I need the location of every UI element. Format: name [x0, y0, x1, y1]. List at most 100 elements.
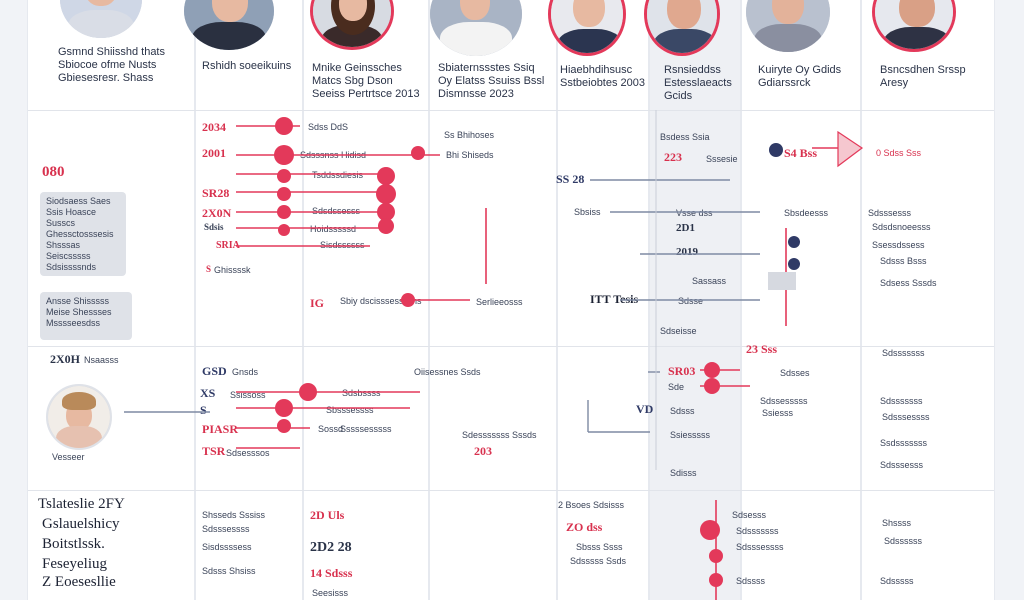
- s2-value-5: TSR: [202, 444, 226, 458]
- connector-lines-red: [236, 125, 848, 600]
- c7-value-1: S4 Bss: [784, 146, 818, 160]
- c3-label-2: Bhi Shiseds: [446, 150, 494, 160]
- b-c6-label-2: Sdsssssss: [736, 526, 779, 536]
- s2-c5-label-2: Sdsss: [670, 406, 695, 416]
- left-info-card-2: Ansse Shisssss Meise Shessses Msssseesds…: [40, 292, 132, 340]
- arrow-marker: [837, 130, 864, 168]
- s2-c8-label-2: Sdsssssss: [880, 396, 923, 406]
- c8-label-2: Sdsssesss: [868, 208, 912, 218]
- s1-value-7: S: [206, 264, 212, 274]
- s2-c5-value-2: VD: [636, 402, 654, 416]
- left-avatar: [46, 384, 112, 450]
- column-7: [742, 0, 860, 600]
- b-c4-label-3: Sdsssss Ssds: [570, 556, 627, 566]
- b-c4-label-1: 2 Bsoes Sdsisss: [558, 500, 625, 510]
- s2-value-3: S: [200, 403, 207, 417]
- c3-label-4: Serlieeosss: [476, 297, 523, 307]
- b-c2-label-4: Sdsss Shsiss: [202, 566, 256, 576]
- avatar-person-1: [60, 0, 142, 38]
- header-col-1: Gsmnd Shiisshd thats Sbiocoe ofme Nusts …: [58, 46, 165, 84]
- left-top-value: 080: [42, 164, 65, 180]
- c3-label-1: Ss Bhihoses: [444, 130, 495, 140]
- c5-label-2: Sssesie: [706, 154, 738, 164]
- s2-c5-label-1: Sde: [668, 382, 685, 392]
- connector-dots-navy: [769, 143, 800, 270]
- c7-label-1: Sbsdeesss: [784, 208, 829, 218]
- b-c4-label-2: Sbsss Ssss: [576, 542, 623, 552]
- column-2: [196, 0, 302, 600]
- b-c2-label-2: Sdsssessss: [202, 524, 250, 534]
- avatar-person-6: [644, 0, 720, 56]
- s2-label-5: Sdsesssos: [226, 448, 270, 458]
- s1-value-2: 2001: [202, 146, 226, 160]
- left-mid-value: 2X0H: [50, 352, 80, 366]
- b-c8-label-3: Sdsssss: [880, 576, 914, 586]
- b-c8-label-2: Sdssssss: [884, 536, 923, 546]
- divider-middle: [28, 346, 994, 347]
- s2-c3-label-1: Oiisessnes Ssds: [414, 367, 481, 377]
- header-col-3: Mnike Geinssches Matcs Sbg Dson Seeiss P…: [312, 62, 420, 100]
- c5-label-5: Sdsse: [678, 296, 704, 306]
- s2-c3-label-2: Sdsbssss: [342, 388, 381, 398]
- s2-value-4: PIASR: [202, 422, 239, 436]
- left-info-card-1: Siodsaess Saes Ssis Hoasce Susscs Ghessc…: [40, 192, 126, 276]
- c8-label-5: Sdsss Bsss: [880, 256, 927, 266]
- header-col-2: Rshidh soeeikuins: [202, 60, 292, 72]
- avatar-person-4: [430, 0, 522, 56]
- s2-c8-label-4: Ssdsssssss: [880, 438, 928, 448]
- b-c2-value-4: Seesisss: [312, 588, 349, 598]
- left-avatar-caption: Vesseer: [52, 452, 85, 462]
- s1-label-3: Tsddssdiesis: [312, 170, 364, 180]
- s1-label-7: Ghissssk: [214, 265, 251, 275]
- c8-label-4: Ssessdssess: [872, 240, 925, 250]
- c5-label-3: Vsse dss: [676, 208, 713, 218]
- left-bottom-line-4: Feseyeliug: [42, 556, 107, 572]
- avatar-person-3: [310, 0, 394, 50]
- header-col-6: Rsnsieddss Estesslaeacts Gcids: [664, 64, 732, 102]
- b-c2-value-1: 2D Uls: [310, 508, 345, 522]
- c5-value-3: 2019: [676, 246, 698, 258]
- avatar-person-8: [872, 0, 956, 52]
- s2-c7-label-1: Sdsses: [780, 368, 810, 378]
- s2-c5-label-4: Sdisss: [670, 468, 697, 478]
- c4-value-2: ITT Tesis: [590, 292, 639, 306]
- block-marker: [768, 272, 796, 290]
- s2-c7-label-2: Sdssesssss: [760, 396, 808, 406]
- s2-c3-label-3: Sssssesssss: [340, 424, 392, 434]
- b-c6-label-1: Sdsesss: [732, 510, 767, 520]
- b-c4-value-1: ZO dss: [566, 520, 603, 534]
- b-c2-value-2: 2D2 28: [310, 540, 352, 555]
- s2-c8-label-1: Sdsssssss: [882, 348, 925, 358]
- left-bottom-line-5: Z Eoesesllie: [42, 574, 116, 590]
- c5-label-6: Sdseisse: [660, 326, 697, 336]
- s2-label-1: Gnsds: [232, 367, 259, 377]
- c3-label-3: Sbiy dscisssess Bhs: [340, 296, 422, 306]
- avatar-person-2: [184, 0, 274, 50]
- s1-label-4: Sdsdssesss: [312, 206, 361, 216]
- s2-label-3: Sbsssessss: [326, 405, 374, 415]
- b-c2-label-1: Shsseds Sssiss: [202, 510, 266, 520]
- s1-value-3: SR28: [202, 186, 230, 200]
- column-8: [862, 0, 994, 600]
- s1-value-6: SRIA: [216, 240, 240, 251]
- c4-value-1: SS 28: [556, 172, 585, 186]
- divider-top: [28, 110, 994, 111]
- divider-bottom: [28, 490, 994, 491]
- connector-dots: [274, 117, 723, 587]
- s2-c8-label-5: Sdsssesss: [880, 460, 924, 470]
- b-c2-label-3: Sisdssssess: [202, 542, 252, 552]
- c8-label-1: 0 Sdss Sss: [876, 148, 922, 158]
- header-col-5: Hiaebhdihsusc Sstbeiobtes 2003: [560, 64, 646, 89]
- avatar-person-5: [548, 0, 626, 56]
- s2-label-2: Ssissoss: [230, 390, 266, 400]
- b-c6-label-4: Sdssss: [736, 576, 766, 586]
- header-col-7: Kuiryte Oy Gdids Gdiarssrck: [758, 64, 842, 89]
- c5-value-1: 223: [664, 150, 682, 164]
- s2-c5-label-3: Ssiesssss: [670, 430, 711, 440]
- c8-label-3: Sdsdsnoeesss: [872, 222, 931, 232]
- s1-value-5: Sdsis: [204, 222, 224, 232]
- left-bottom-line-1: Tslateslie 2FY: [38, 496, 125, 512]
- s2-value-1: GSD: [202, 364, 227, 378]
